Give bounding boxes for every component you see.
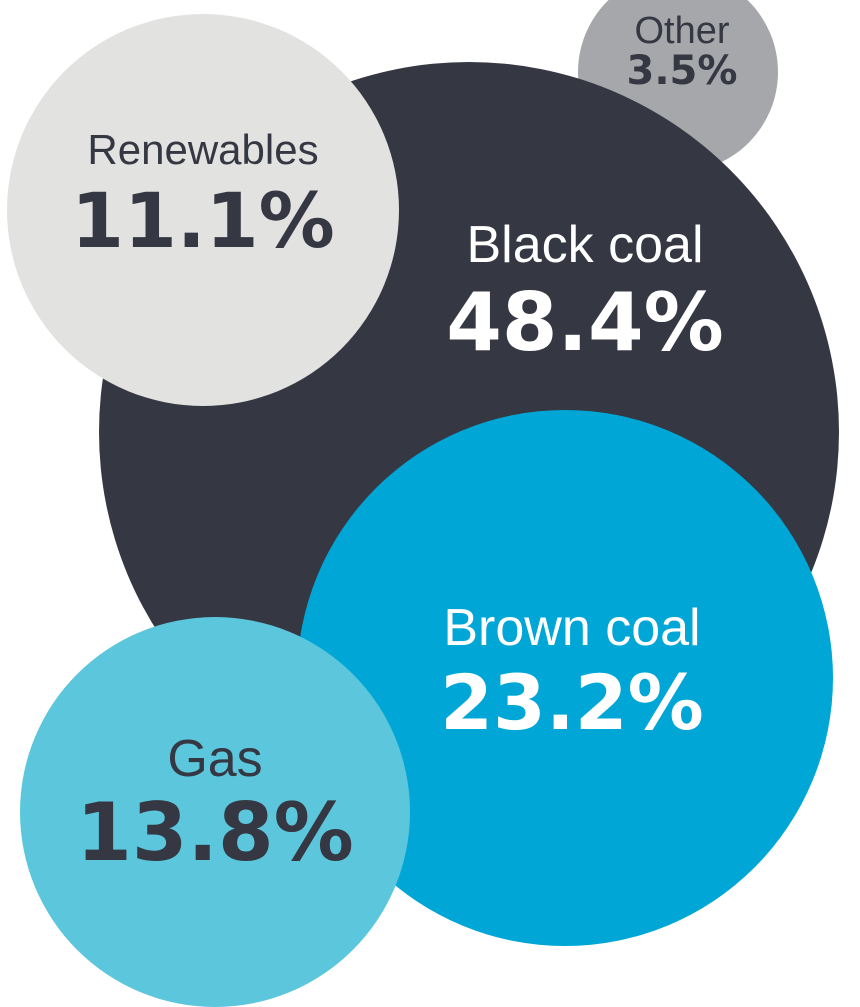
value-other: 3.5%: [627, 48, 738, 94]
bubble-renewables: [7, 14, 399, 406]
label-brown-coal: Brown coal: [443, 599, 700, 657]
label-renewables: Renewables: [87, 126, 318, 173]
label-other: Other: [634, 10, 729, 52]
label-black-coal: Black coal: [467, 216, 704, 274]
bubble-gas: [20, 617, 410, 1007]
value-black-coal: 48.4%: [446, 276, 724, 369]
value-renewables: 11.1%: [71, 176, 335, 265]
bubble-brown-coal: [297, 410, 833, 946]
label-gas: Gas: [167, 730, 262, 788]
value-gas: 13.8%: [76, 786, 354, 879]
value-brown-coal: 23.2%: [440, 658, 704, 747]
